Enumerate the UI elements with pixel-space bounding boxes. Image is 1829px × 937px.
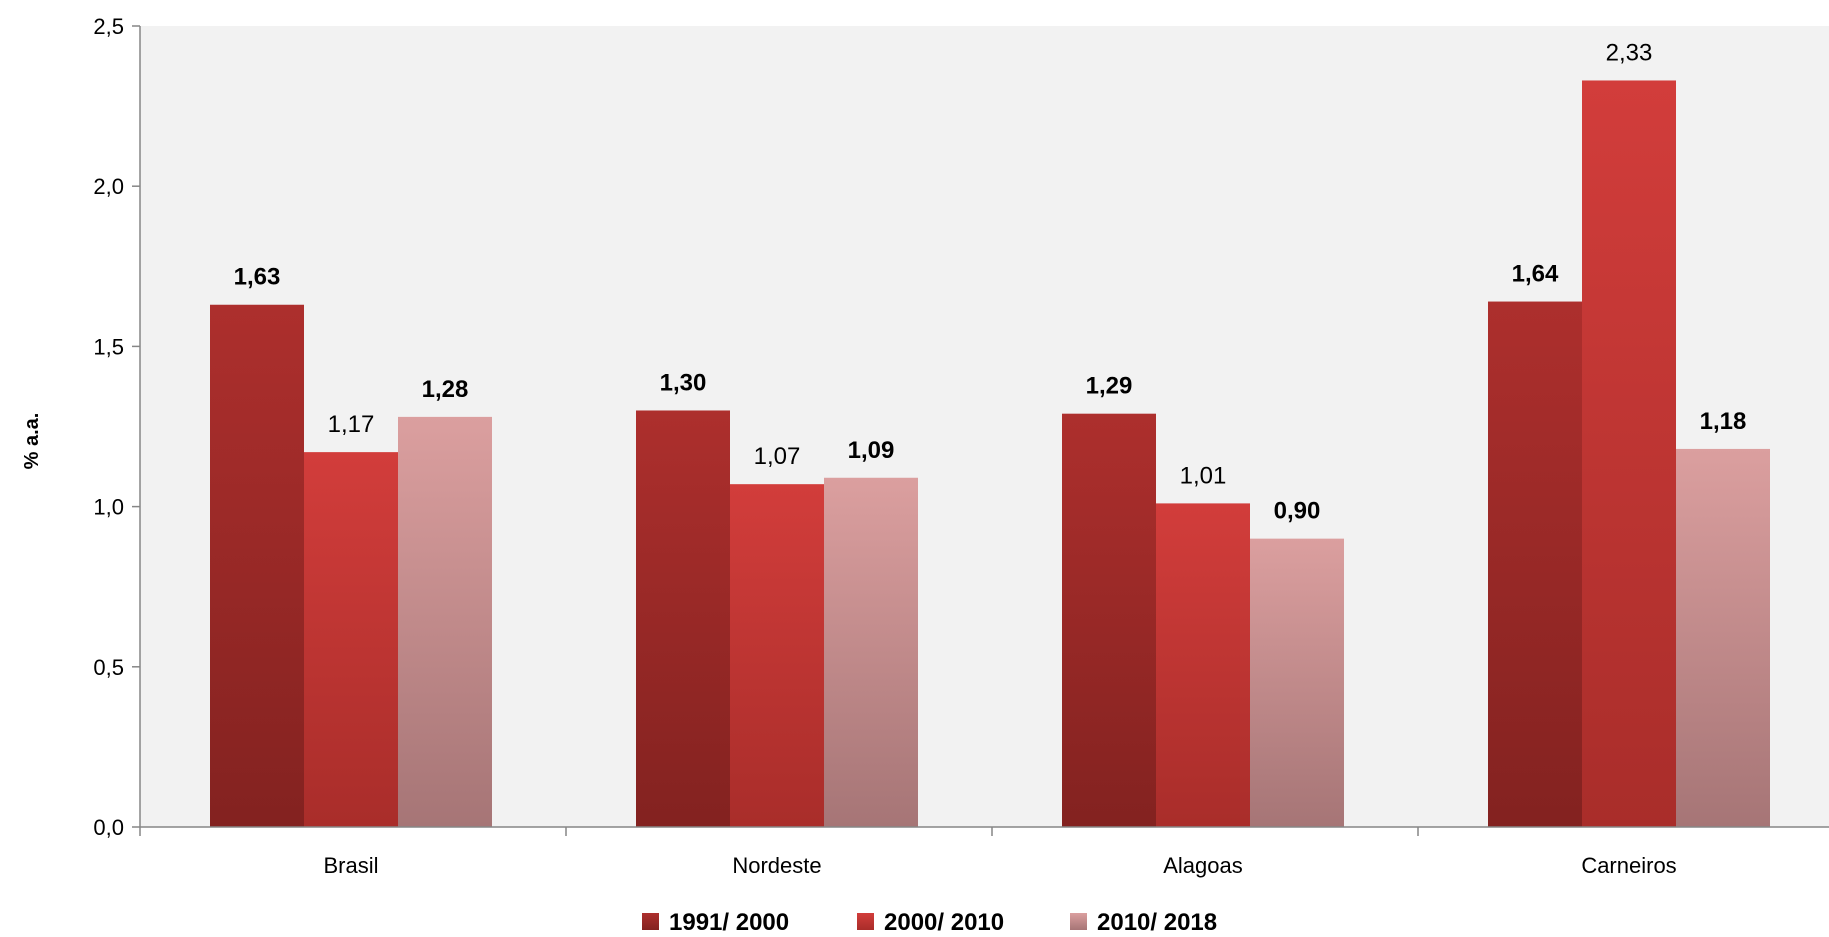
x-category-label: Carneiros [1581,853,1676,878]
y-tick-label: 0,5 [93,655,124,680]
bar [1676,448,1770,827]
x-category-label: Brasil [323,853,378,878]
bar [824,477,918,827]
y-tick-label: 2,5 [93,14,124,39]
legend-swatch [857,913,874,930]
bar [210,304,304,827]
legend-label: 1991/ 2000 [669,909,789,936]
x-category-label: Nordeste [732,853,821,878]
data-label: 1,28 [422,376,469,403]
bar [1062,413,1156,827]
bar [398,416,492,827]
bar [304,452,398,827]
data-label: 1,18 [1700,408,1747,435]
legend-label: 2010/ 2018 [1097,909,1217,936]
y-tick-label: 1,0 [93,495,124,520]
bars-group [210,80,1770,827]
y-axis-label: % a.a. [21,413,43,470]
data-label: 1,17 [328,411,375,438]
data-label: 1,64 [1512,261,1559,288]
bar [1156,503,1250,827]
bar [730,484,824,827]
data-label: 2,33 [1606,39,1653,66]
legend-label: 2000/ 2010 [884,909,1004,936]
bar [1488,301,1582,827]
data-label: 1,01 [1180,462,1227,489]
y-tick-label: 0,0 [93,815,124,840]
legend-swatch [642,913,659,930]
y-tick-label: 2,0 [93,174,124,199]
data-label: 1,30 [660,369,707,396]
data-label: 1,07 [754,443,801,470]
data-label: 0,90 [1274,498,1321,525]
bar [1582,80,1676,827]
legend-swatch [1070,913,1087,930]
legend: 1991/ 2000 2000/ 2010 2010/ 2018 [642,909,1217,936]
axes-group: 0,0 0,5 1,0 1,5 2,0 2,5 Brasil Nordeste Alagoas C… [93,14,1829,878]
data-labels-group: 1,63 1,17 1,28 1,30 1,07 1,09 1,29 1,01 0,90 1,64… [234,39,1747,524]
y-tick-label: 1,5 [93,334,124,359]
bar [636,410,730,827]
data-label: 1,63 [234,264,281,291]
x-category-label: Alagoas [1163,853,1243,878]
data-label: 1,09 [848,437,895,464]
data-label: 1,29 [1086,373,1133,400]
bar [1250,538,1344,827]
